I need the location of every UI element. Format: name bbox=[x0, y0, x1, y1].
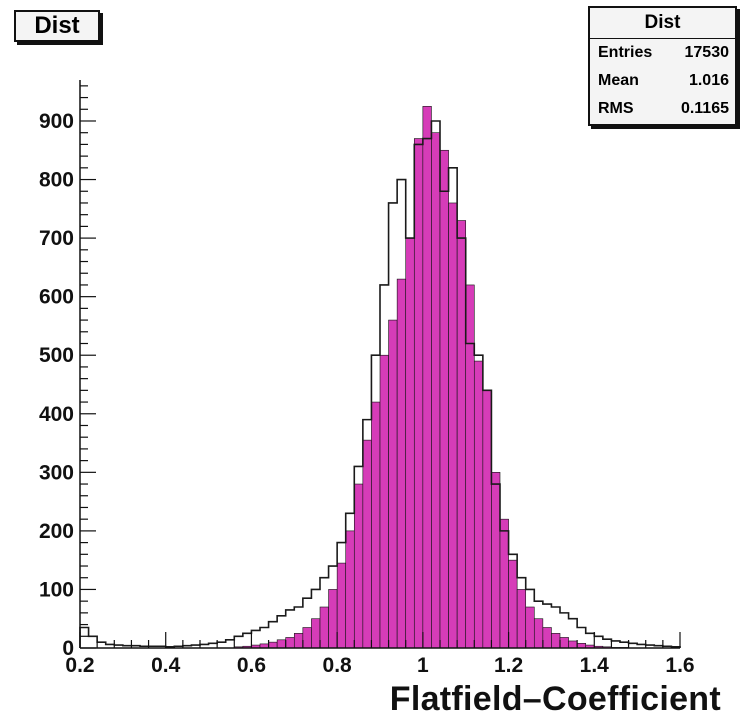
histogram-bar bbox=[276, 639, 287, 649]
histogram-bar bbox=[285, 637, 295, 649]
histogram-bar bbox=[293, 633, 304, 649]
histogram-bar bbox=[542, 627, 552, 649]
x-tick-label: 1.2 bbox=[494, 654, 523, 677]
histogram-bar bbox=[491, 472, 501, 649]
histogram-bar bbox=[482, 390, 492, 649]
histogram-outline-series bbox=[79, 120, 681, 648]
y-tick-label: 0 bbox=[62, 637, 74, 660]
x-tick-label: 1.4 bbox=[580, 654, 610, 677]
histogram-bar bbox=[302, 627, 312, 649]
x-tick-label: 0.8 bbox=[323, 654, 353, 677]
histogram-bar bbox=[525, 606, 535, 649]
stats-value: 0.1165 bbox=[680, 100, 729, 117]
x-tick-label: 0.4 bbox=[151, 654, 181, 677]
y-tick-label: 900 bbox=[39, 110, 74, 133]
y-tick-label: 600 bbox=[39, 286, 74, 309]
histogram-bar bbox=[422, 106, 432, 649]
histogram-bar bbox=[319, 606, 329, 649]
histogram-bar bbox=[465, 284, 475, 649]
histogram-bar bbox=[551, 633, 561, 649]
plot-title-box: Dist bbox=[14, 10, 100, 42]
histogram-bar bbox=[362, 439, 372, 649]
plot-title: Dist bbox=[34, 12, 80, 39]
histogram-bar bbox=[336, 562, 347, 649]
stats-row-entries: Entries 17530 bbox=[590, 39, 735, 67]
x-tick-label: 1 bbox=[417, 654, 429, 677]
histogram-bar bbox=[516, 589, 527, 649]
y-tick-label: 300 bbox=[39, 461, 74, 484]
histogram-bar bbox=[371, 401, 381, 649]
y-tick-label: 500 bbox=[39, 344, 74, 367]
histogram-bar bbox=[533, 618, 544, 649]
histogram-bar bbox=[405, 237, 415, 649]
histogram-bar bbox=[388, 319, 398, 649]
stats-row-rms: RMS 0.1165 bbox=[590, 95, 735, 123]
stats-title: Dist bbox=[590, 8, 735, 39]
histogram-bar bbox=[311, 618, 321, 649]
y-tick-label: 800 bbox=[39, 169, 74, 192]
stats-value: 17530 bbox=[684, 44, 730, 61]
stats-box: Dist Entries 17530 Mean 1.016 RMS 0.1165 bbox=[588, 6, 737, 126]
histogram-bar bbox=[499, 518, 509, 649]
histogram-bar bbox=[508, 559, 518, 649]
stats-row-mean: Mean 1.016 bbox=[590, 67, 735, 95]
y-tick-label: 100 bbox=[39, 578, 74, 601]
x-tick-label: 0.2 bbox=[65, 654, 94, 677]
histogram-bar bbox=[268, 641, 278, 649]
x-axis-label: Flatfield–Coefficient bbox=[389, 680, 721, 718]
stats-label: Mean bbox=[598, 72, 639, 89]
y-tick-label: 400 bbox=[39, 403, 74, 426]
histogram-bar bbox=[456, 220, 467, 649]
histogram-bar bbox=[559, 637, 569, 649]
histogram-bar bbox=[431, 132, 441, 649]
histogram-bar bbox=[568, 640, 578, 649]
histogram-bar bbox=[379, 354, 389, 649]
axes: 0.2 0.4 0.6 0.8 1 1.2 1.4 1.6 0 100 200 300 400 500 60… bbox=[39, 80, 695, 677]
stats-label: Entries bbox=[598, 44, 653, 61]
histogram-bar bbox=[413, 138, 424, 649]
y-tick-label: 200 bbox=[39, 520, 74, 543]
histogram-bar bbox=[353, 483, 364, 649]
histogram-bar bbox=[328, 589, 338, 649]
stats-label: RMS bbox=[598, 100, 634, 117]
x-tick-label: 1.6 bbox=[665, 654, 694, 677]
histogram-bar bbox=[345, 530, 355, 649]
stats-value: 1.016 bbox=[688, 72, 729, 89]
histogram-bar bbox=[439, 149, 449, 649]
histogram-bar bbox=[448, 202, 458, 649]
histogram-outline-line bbox=[79, 120, 681, 648]
y-tick-label: 700 bbox=[39, 227, 74, 250]
histogram-bar bbox=[396, 278, 407, 649]
histogram-bar bbox=[473, 360, 484, 649]
x-tick-label: 0.6 bbox=[237, 654, 266, 677]
histogram-filled-series bbox=[233, 106, 629, 649]
